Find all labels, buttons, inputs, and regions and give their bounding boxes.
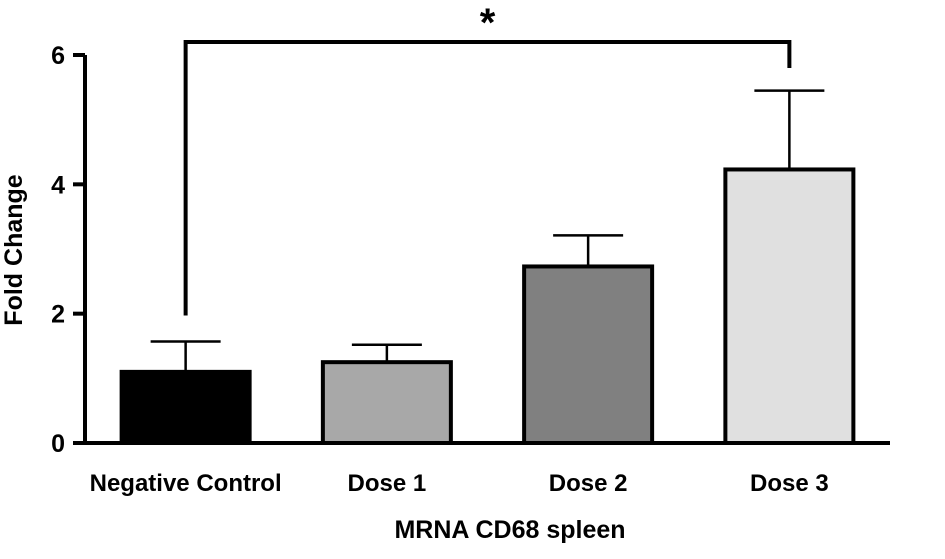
bar-3 <box>522 264 655 445</box>
significance-layer: * <box>183 1 792 316</box>
x-axis-label: MRNA CD68 spleen <box>394 516 625 544</box>
axes-layer: Negative Control Dose 1 Dose 2 Dose 3 0 2 4 6 <box>51 42 890 497</box>
y-tick-label-2: 2 <box>51 301 65 329</box>
labels-layer: Fold Change MRNA CD68 spleen <box>0 174 626 544</box>
bar-4 <box>723 167 856 446</box>
error-bars-layer <box>150 89 825 372</box>
x-tick-label-4: Dose 3 <box>750 470 829 497</box>
bar-1 <box>119 369 252 445</box>
bar-2 <box>320 360 453 445</box>
x-tick-label-3: Dose 2 <box>549 470 628 497</box>
y-axis-label: Fold Change <box>0 174 28 325</box>
x-tick-label-1: Negative Control <box>90 470 282 497</box>
x-tick-label-2: Dose 1 <box>348 470 427 497</box>
significance-bracket <box>183 40 792 316</box>
y-tick-label-1: 0 <box>51 430 65 458</box>
y-tick-label-3: 4 <box>51 171 65 199</box>
y-tick-label-4: 6 <box>51 42 65 70</box>
bars-layer <box>119 167 856 446</box>
significance-marker: * <box>480 1 496 45</box>
